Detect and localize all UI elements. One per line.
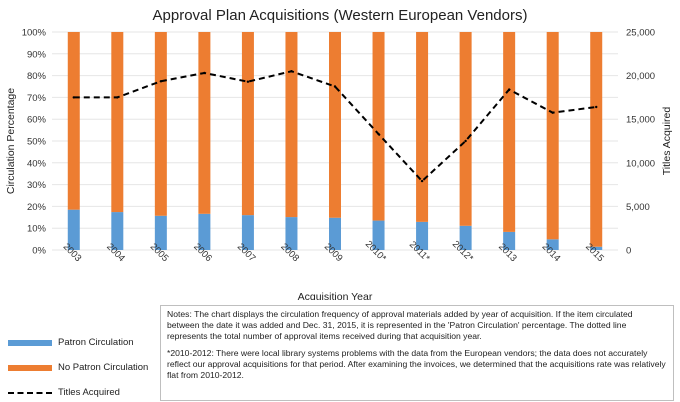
bar-no-patron-circulation: [372, 32, 385, 221]
x-tick-label: 2011*: [407, 239, 432, 264]
x-tick-label: 2003: [61, 241, 84, 264]
bar-no-patron-circulation: [285, 32, 298, 218]
bar-no-patron-circulation: [329, 32, 341, 218]
legend-label: No Patron Circulation: [58, 362, 149, 373]
legend-label: Titles Acquired: [58, 387, 120, 398]
x-tick-label: 2015: [583, 241, 606, 264]
legend-swatch: [8, 339, 52, 346]
chart-svg: Approval Plan Acquisitions (Western Euro…: [5, 7, 673, 303]
y-tick-label: 50%: [27, 137, 47, 148]
y-tick-label: 10%: [27, 224, 47, 235]
bar-no-patron-circulation: [241, 32, 254, 216]
legend-item-patron: Patron Circulation: [8, 330, 148, 355]
bar-patron-circulation: [241, 215, 254, 250]
x-tick-label: 2008: [278, 241, 301, 264]
y-tick-label: 20%: [27, 202, 47, 213]
y-tick-label: 70%: [27, 93, 47, 104]
y-tick-label: 80%: [27, 71, 47, 82]
y-tick-label: 40%: [27, 158, 47, 169]
bar-patron-circulation: [372, 220, 385, 250]
bar-no-patron-circulation: [198, 32, 211, 214]
bar-no-patron-circulation: [590, 32, 603, 247]
bar-patron-circulation: [503, 231, 516, 250]
x-tick-label: 2005: [148, 241, 171, 264]
x-tick-label: 2010*: [363, 239, 389, 265]
bar-patron-circulation: [590, 246, 603, 250]
legend: Patron Circulation No Patron Circulation…: [8, 330, 148, 402]
legend-swatch: [8, 364, 52, 371]
bar-no-patron-circulation: [416, 32, 429, 222]
bar-patron-circulation: [111, 212, 124, 250]
bar-no-patron-circulation: [546, 32, 559, 240]
x-tick-label: 2009: [322, 241, 345, 264]
bar-patron-circulation: [285, 217, 298, 250]
line-point: [595, 105, 598, 109]
notes-text: Notes: The chart displays the circulatio…: [167, 309, 633, 341]
y2-tick-label: 20,000: [626, 71, 655, 82]
x-tick-label: 2006: [191, 241, 214, 264]
y2-tick-label: 5,000: [626, 202, 650, 213]
x-tick-label: 2004: [104, 241, 127, 264]
y-tick-label: 90%: [27, 49, 47, 60]
bar-patron-circulation: [67, 209, 80, 250]
notes-box: Notes: The chart displays the circulatio…: [160, 305, 674, 401]
legend-label: Patron Circulation: [58, 337, 134, 348]
bar-patron-circulation: [329, 217, 341, 250]
y-tick-label: 100%: [22, 28, 47, 39]
y2-tick-label: 0: [626, 246, 631, 257]
legend-item-no-patron: No Patron Circulation: [8, 355, 148, 380]
x-tick-label: 2013: [496, 241, 519, 264]
line-point: [420, 179, 424, 183]
bar-no-patron-circulation: [111, 32, 124, 213]
bar-no-patron-circulation: [154, 32, 167, 216]
bar-patron-circulation: [198, 213, 211, 250]
y2-axis-label: Titles Acquired: [661, 107, 673, 176]
bar-patron-circulation: [416, 221, 429, 250]
bar-patron-circulation: [154, 215, 167, 250]
y-axis-label: Circulation Percentage: [5, 88, 17, 194]
y2-tick-label: 10,000: [626, 158, 655, 169]
legend-item-titles: Titles Acquired: [8, 380, 148, 402]
y2-tick-label: 25,000: [626, 28, 655, 39]
bar-no-patron-circulation: [459, 32, 472, 226]
bar-no-patron-circulation: [67, 32, 80, 210]
y-tick-label: 60%: [27, 115, 47, 126]
bar-patron-circulation: [459, 225, 472, 250]
x-axis-label: Acquisition Year: [298, 291, 373, 300]
x-tick-label: 2012*: [450, 239, 476, 265]
y-tick-label: 30%: [27, 180, 47, 191]
bar-patron-circulation: [546, 239, 559, 250]
bar-no-patron-circulation: [503, 32, 516, 232]
chart-title: Approval Plan Acquisitions (Western Euro…: [153, 7, 528, 24]
x-tick-label: 2014: [540, 241, 563, 264]
titles-acquired-line: [73, 70, 597, 183]
legend-swatch: [8, 391, 52, 394]
line-point: [246, 80, 250, 83]
line-point: [464, 139, 467, 143]
y-tick-label: 0%: [32, 246, 46, 257]
y2-tick-label: 15,000: [626, 115, 655, 126]
x-tick-label: 2007: [235, 241, 258, 264]
notes-footnote: *2010-2012: There were local library sys…: [167, 348, 666, 380]
